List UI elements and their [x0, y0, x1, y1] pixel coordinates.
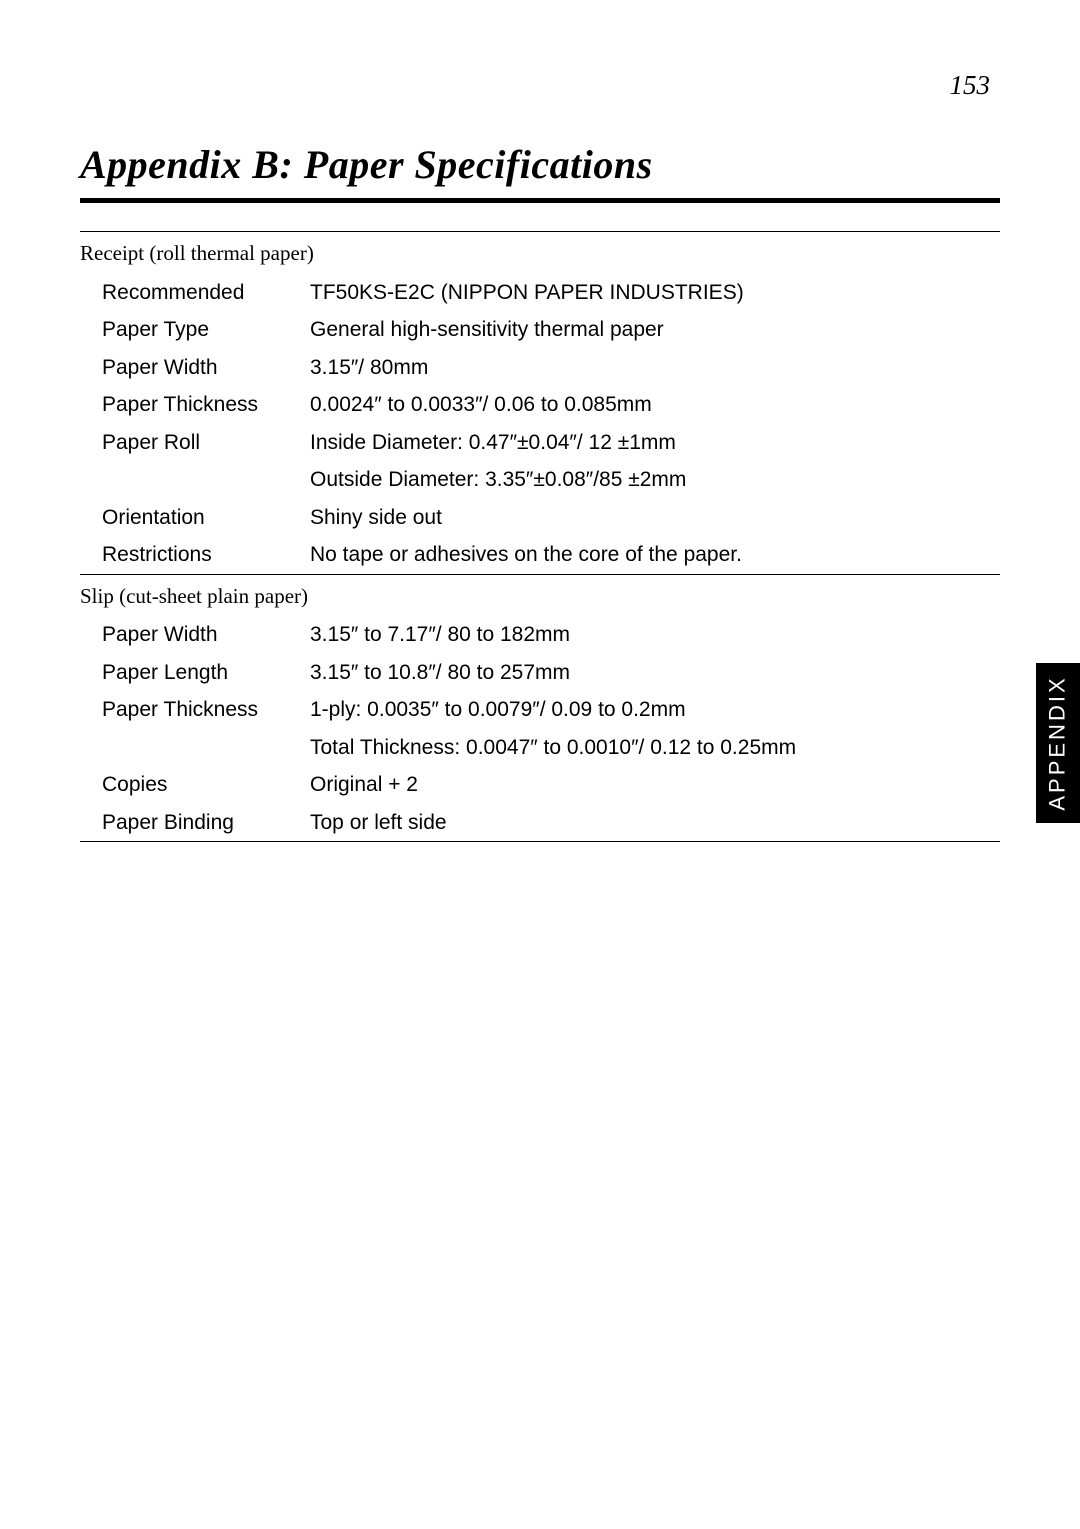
table-row: Paper Thickness1-ply: 0.0035″ to 0.0079″…: [80, 691, 1000, 729]
spec-table: Receipt (roll thermal paper)RecommendedT…: [80, 231, 1000, 842]
spec-value: Shiny side out: [310, 499, 1000, 537]
table-row: Total Thickness: 0.0047″ to 0.0010″/ 0.1…: [80, 729, 1000, 767]
spec-value: 0.0024″ to 0.0033″/ 0.06 to 0.085mm: [310, 386, 1000, 424]
table-row: Paper Width3.15″ to 7.17″/ 80 to 182mm: [80, 616, 1000, 654]
spec-value: No tape or adhesives on the core of the …: [310, 536, 1000, 574]
document-page: 153 Appendix B: Paper Specifications Rec…: [0, 0, 1080, 1529]
spec-label: Paper Binding: [80, 804, 310, 842]
spec-value: 3.15″ to 7.17″/ 80 to 182mm: [310, 616, 1000, 654]
section-tab-label: APPENDIX: [1045, 675, 1071, 810]
spec-value: Total Thickness: 0.0047″ to 0.0010″/ 0.1…: [310, 729, 1000, 767]
spec-value: 1-ply: 0.0035″ to 0.0079″/ 0.09 to 0.2mm: [310, 691, 1000, 729]
table-row: Paper TypeGeneral high-sensitivity therm…: [80, 311, 1000, 349]
section-tab: APPENDIX: [1036, 663, 1080, 823]
spec-value: 3.15″/ 80mm: [310, 349, 1000, 387]
spec-label: Orientation: [80, 499, 310, 537]
spec-label: Paper Width: [80, 349, 310, 387]
spec-value: Outside Diameter: 3.35″±0.08″/85 ±2mm: [310, 461, 1000, 499]
title-rule: [80, 198, 1000, 203]
table-row: CopiesOriginal + 2: [80, 766, 1000, 804]
table-row: Paper RollInside Diameter: 0.47″±0.04″/ …: [80, 424, 1000, 462]
spec-label: Recommended: [80, 274, 310, 312]
spec-label: [80, 729, 310, 767]
spec-value: TF50KS-E2C (NIPPON PAPER INDUSTRIES): [310, 274, 1000, 312]
section-header: Slip (cut-sheet plain paper): [80, 574, 1000, 616]
spec-label: Paper Length: [80, 654, 310, 692]
table-row: Paper BindingTop or left side: [80, 804, 1000, 842]
spec-label: Paper Roll: [80, 424, 310, 462]
section-header: Receipt (roll thermal paper): [80, 232, 1000, 274]
spec-value: Inside Diameter: 0.47″±0.04″/ 12 ±1mm: [310, 424, 1000, 462]
table-row: Paper Width3.15″/ 80mm: [80, 349, 1000, 387]
spec-value: Top or left side: [310, 804, 1000, 842]
spec-label: Copies: [80, 766, 310, 804]
section-header-text: Slip (cut-sheet plain paper): [80, 574, 1000, 616]
table-row: Paper Length3.15″ to 10.8″/ 80 to 257mm: [80, 654, 1000, 692]
table-row: RecommendedTF50KS-E2C (NIPPON PAPER INDU…: [80, 274, 1000, 312]
spec-value: 3.15″ to 10.8″/ 80 to 257mm: [310, 654, 1000, 692]
table-row: OrientationShiny side out: [80, 499, 1000, 537]
page-title: Appendix B: Paper Specifications: [80, 141, 1000, 188]
table-row: Outside Diameter: 3.35″±0.08″/85 ±2mm: [80, 461, 1000, 499]
table-row: RestrictionsNo tape or adhesives on the …: [80, 536, 1000, 574]
spec-value: Original + 2: [310, 766, 1000, 804]
spec-label: Paper Thickness: [80, 691, 310, 729]
spec-label: Paper Thickness: [80, 386, 310, 424]
table-row: Paper Thickness0.0024″ to 0.0033″/ 0.06 …: [80, 386, 1000, 424]
spec-label: Paper Type: [80, 311, 310, 349]
spec-label: Paper Width: [80, 616, 310, 654]
spec-value: General high-sensitivity thermal paper: [310, 311, 1000, 349]
page-number: 153: [80, 70, 1000, 101]
spec-label: [80, 461, 310, 499]
section-header-text: Receipt (roll thermal paper): [80, 232, 1000, 274]
spec-label: Restrictions: [80, 536, 310, 574]
